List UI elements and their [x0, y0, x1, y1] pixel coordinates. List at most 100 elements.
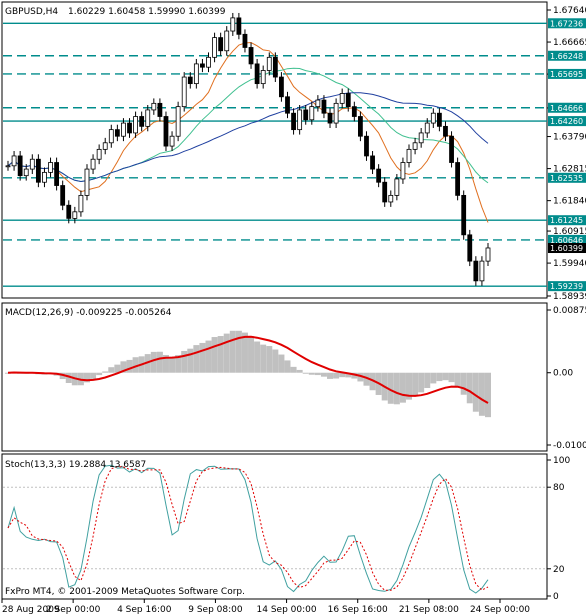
macd-histogram-bar [436, 372, 443, 382]
macd-histogram-bar [254, 341, 261, 373]
macd-histogram-bar [150, 351, 157, 373]
candle-body [424, 122, 430, 134]
macd-title: MACD(12,26,9) -0.009225 -0.005264 [5, 308, 172, 318]
stoch-tick-label: 20 [553, 565, 565, 575]
ohlc-readout: 1.60229 1.60458 1.59990 1.60399 [68, 7, 226, 17]
candle-body [382, 181, 388, 203]
candle-body [406, 148, 412, 163]
macd-histogram-bar [387, 372, 394, 404]
candle-body [309, 106, 315, 121]
candle-body [279, 76, 284, 98]
candle-body [90, 158, 96, 170]
candlesticks [5, 12, 491, 286]
candle-body [333, 102, 339, 124]
candle-body [418, 132, 424, 144]
candle-body [443, 125, 448, 137]
candle-body [5, 165, 11, 168]
candle-body [200, 63, 205, 68]
candle-body [260, 70, 266, 85]
candle-body [461, 194, 467, 236]
current-price-label: 1.60399 [550, 244, 583, 253]
copyright-text: FxPro MT4, © 2001-2009 MetaQuotes Softwa… [5, 587, 245, 597]
macd-axis: 0.008753 0.00 -0.010085 [547, 306, 586, 451]
price-tick-label: 1.66665 [553, 38, 586, 48]
candle-body [297, 109, 303, 131]
macd-histogram-bar [290, 366, 297, 373]
candle-body [272, 56, 278, 78]
macd-histogram-bar [181, 350, 188, 373]
price-tick-label: 1.58939 [553, 292, 586, 302]
macd-histogram-bar [424, 372, 431, 389]
macd-histogram-bar [205, 340, 212, 373]
candle-body [108, 129, 114, 144]
candle-body [394, 178, 400, 196]
candle-body [315, 99, 321, 108]
candle-body [351, 106, 357, 117]
candle-body [485, 247, 491, 262]
symbol-timeframe: GBPUSD,H4 [5, 7, 58, 17]
level-label-bg [548, 234, 586, 245]
time-tick-label: 28 Aug 2009 [2, 605, 60, 615]
candle-body [84, 168, 90, 196]
candle-body [218, 37, 224, 52]
candle-body [467, 234, 473, 262]
candle-body [175, 106, 181, 137]
price-tick-label: 1.62815 [553, 165, 586, 175]
macd-histogram-bar [114, 364, 121, 373]
candle-body [133, 116, 138, 134]
candle-body [139, 116, 145, 127]
level-label: 1.67236 [550, 19, 583, 28]
candle-body [449, 135, 454, 163]
macd-histogram-bar [418, 372, 425, 393]
price-axis: 1.676401.666651.656901.646601.637901.628… [547, 6, 586, 302]
macd-histogram-bar [5, 372, 11, 374]
macd-histogram-bar [90, 372, 97, 379]
macd-signal-line [7, 335, 489, 404]
candle-body [187, 76, 193, 85]
candle-body [193, 63, 199, 85]
time-tick-label: 14 Sep 00:00 [257, 605, 317, 615]
candle-body [127, 122, 132, 134]
macd-histogram-bar [223, 333, 230, 373]
candle-body [430, 112, 436, 124]
time-tick-label: 24 Sep 00:00 [470, 605, 530, 615]
candle-body [364, 135, 369, 157]
macd-histogram-bar [272, 349, 279, 373]
level-label: 1.61245 [550, 216, 583, 225]
candle-body [66, 204, 72, 219]
price-panel[interactable] [1, 1, 548, 299]
macd-histogram-bar [430, 372, 437, 384]
level-label-bg [548, 172, 586, 183]
level-label: 1.62535 [550, 174, 583, 183]
macd-histogram-bar [120, 361, 127, 373]
macd-histogram-bar [454, 372, 461, 387]
stoch-tick-label: 0 [553, 592, 559, 602]
level-label: 1.64260 [550, 117, 583, 126]
level-label-bg [548, 116, 586, 127]
candle-body [181, 76, 187, 108]
candle-body [248, 47, 254, 65]
macd-histogram-bar [144, 354, 151, 373]
macd-histogram-bar [406, 372, 413, 400]
candle-body [224, 30, 230, 52]
candle-body [11, 155, 17, 167]
candle-body [54, 162, 60, 186]
level-label: 1.59239 [550, 282, 583, 291]
macd-histogram-bar [83, 372, 90, 383]
candle-body [151, 102, 157, 111]
stoch-panel[interactable] [1, 453, 548, 600]
candle-body [266, 56, 272, 71]
macd-histogram-bar [302, 372, 309, 374]
macd-histogram-bar [241, 332, 248, 373]
macd-histogram-bar [266, 346, 273, 373]
candle-body [78, 194, 84, 213]
macd-tick-label: 0.00 [553, 369, 573, 379]
macd-histogram-bar [314, 372, 321, 376]
macd-histogram-bar [211, 337, 218, 373]
candle-body [72, 211, 78, 219]
time-tick-label: 2 Sep 00:00 [46, 605, 101, 615]
candle-body [42, 171, 47, 183]
macd-histogram-bar [333, 372, 340, 379]
macd-histogram-bar [296, 369, 303, 373]
